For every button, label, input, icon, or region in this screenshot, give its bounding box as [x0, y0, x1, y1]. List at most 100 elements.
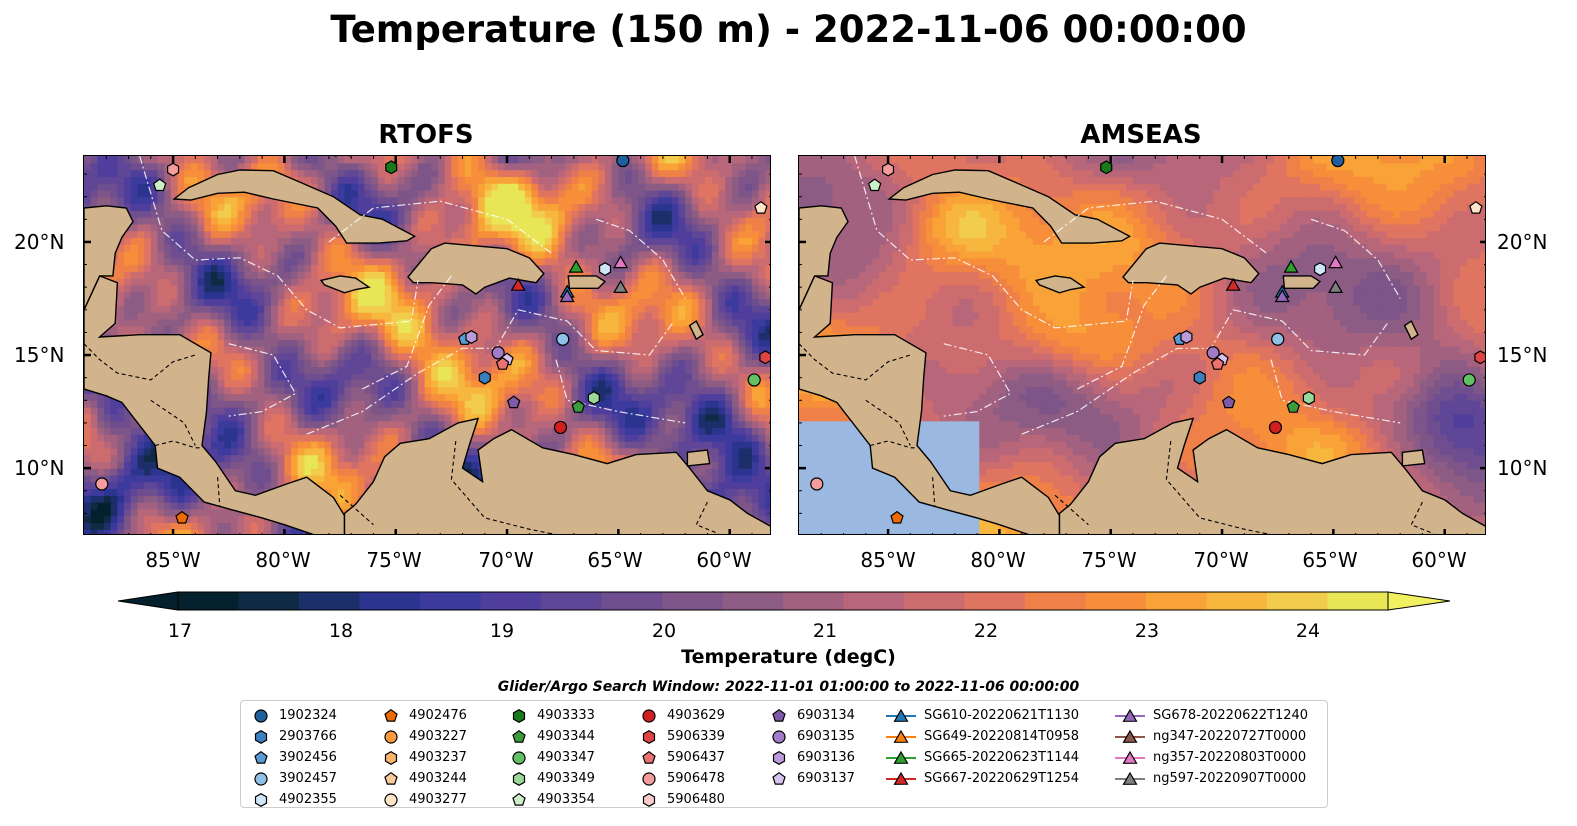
- legend-item: 4903277: [381, 789, 467, 810]
- amseas-country-border: [865, 399, 911, 446]
- legend-column: SG678-20220622T1240 ng347-20220727T0000 ng…: [1115, 705, 1308, 789]
- legend-marker-icon: [642, 729, 656, 744]
- lon-label-80-rtofs: 80°W: [255, 548, 311, 572]
- legend-marker-icon: [384, 771, 398, 785]
- colorbar-segment: [964, 592, 1026, 610]
- amseas-platform-marker: [1193, 370, 1206, 385]
- rtofs-platform-marker: [613, 280, 629, 293]
- colorbar-segment: [359, 592, 421, 610]
- legend-marker-icon: [384, 750, 398, 765]
- legend-marker-icon: [772, 771, 786, 785]
- legend: 1902324 2903766 3902456 3902457 4902355 49024…: [240, 700, 1328, 808]
- rtofs-eez-boundary: [139, 156, 278, 277]
- legend-item-label: 6903135: [797, 729, 855, 744]
- rtofs-map[interactable]: [83, 155, 771, 535]
- legend-item: 4903344: [509, 726, 595, 747]
- rtofs-land-lesser-antilles: [688, 320, 704, 341]
- legend-item-label: SG610-20220621T1130: [924, 708, 1080, 723]
- legend-marker-icon: [772, 708, 786, 722]
- lon-label-85-rtofs: 85°W: [145, 548, 201, 572]
- amseas-platform-marker: [867, 178, 882, 192]
- legend-marker-shape: [893, 750, 909, 764]
- rtofs-eez-boundary: [555, 359, 686, 424]
- legend-marker-icon: [1115, 708, 1145, 722]
- colorbar-segment: [1206, 592, 1268, 610]
- amseas-eez-boundary: [1021, 309, 1234, 435]
- rtofs-platform-marker: [175, 510, 189, 524]
- rtofs-land-puerto-rico: [567, 275, 607, 290]
- legend-column: 1902324 2903766 3902456 3902457 4902355: [251, 705, 337, 810]
- legend-item-label: 4903354: [537, 792, 595, 807]
- amseas-platform-marker: [810, 477, 824, 491]
- legend-item: ng597-20220907T0000: [1115, 768, 1308, 789]
- amseas-land-cuba: [887, 169, 1132, 244]
- legend-item: 1902324: [251, 705, 337, 726]
- legend-item-label: 4903629: [667, 708, 725, 723]
- legend-marker-icon: [642, 750, 656, 764]
- legend-marker-icon: [254, 792, 268, 807]
- legend-item: 5906478: [639, 768, 725, 789]
- legend-marker-shape: [772, 771, 786, 785]
- legend-marker-shape: [893, 729, 909, 743]
- legend-marker-icon: [642, 771, 656, 786]
- amseas-map[interactable]: [798, 155, 1486, 535]
- legend-item-label: 4903237: [409, 750, 467, 765]
- legend-item-label: 6903134: [797, 708, 855, 723]
- colorbar-segment: [1025, 592, 1086, 610]
- colorbar-segment: [722, 592, 784, 610]
- legend-item-label: 4902355: [279, 792, 337, 807]
- colorbar-segment: [601, 592, 663, 610]
- legend-item: SG678-20220622T1240: [1115, 705, 1308, 726]
- amseas-platform-marker: [1469, 200, 1483, 214]
- legend-marker-shape: [772, 729, 786, 744]
- amseas-country-border: [1054, 494, 1089, 526]
- colorbar-min-extension: [117, 591, 179, 611]
- legend-item: 4903354: [509, 789, 595, 810]
- rtofs-land-central-america: [84, 275, 346, 534]
- legend-item-label: SG649-20220814T0958: [924, 729, 1080, 744]
- legend-marker-shape: [1122, 750, 1138, 764]
- rtofs-platform-marker: [95, 477, 109, 491]
- colorbar-label: Temperature (degC): [681, 646, 896, 668]
- legend-marker-icon: [772, 729, 786, 744]
- legend-marker-shape: [1122, 708, 1138, 722]
- legend-marker-shape: [512, 771, 526, 786]
- amseas-eez-boundary: [1233, 309, 1390, 356]
- legend-marker-icon: [886, 708, 916, 722]
- rtofs-country-border: [217, 477, 221, 507]
- lat-label-15-left: 15°N: [14, 343, 65, 367]
- legend-marker-icon: [512, 771, 526, 786]
- amseas-land-trinidad: [1401, 449, 1426, 467]
- legend-item-label: 4903244: [409, 771, 467, 786]
- lat-label-15-right: 15°N: [1497, 343, 1548, 367]
- amseas-land-yucatan: [799, 205, 849, 311]
- legend-item: 4903349: [509, 768, 595, 789]
- legend-item: 4903333: [509, 705, 595, 726]
- amseas-eez-boundary: [1270, 359, 1401, 424]
- legend-item-label: 6903136: [797, 750, 855, 765]
- legend-item-label: 2903766: [279, 729, 337, 744]
- amseas-eez-boundary: [1077, 275, 1167, 390]
- rtofs-eez-boundary: [518, 309, 675, 356]
- rtofs-eez-boundary: [362, 275, 452, 390]
- colorbar-segment: [1267, 592, 1328, 610]
- amseas-eez-boundary: [854, 156, 993, 277]
- legend-marker-icon: [886, 729, 916, 743]
- amseas-eez-boundary: [943, 343, 1012, 417]
- legend-marker-icon: [772, 750, 786, 765]
- legend-marker-icon: [886, 750, 916, 764]
- amseas-platform-marker: [1283, 259, 1299, 273]
- legend-marker-icon: [254, 750, 268, 764]
- colorbar-tick-18: 18: [328, 620, 354, 642]
- amseas-platform-marker: [1462, 373, 1476, 387]
- colorbar-segment: [662, 592, 723, 610]
- legend-marker-icon: [886, 771, 916, 785]
- amseas-eez-boundary: [1043, 200, 1267, 254]
- legend-marker-shape: [1122, 729, 1138, 743]
- amseas-platform-marker: [1331, 156, 1345, 168]
- lon-label-75-amseas: 75°W: [1081, 548, 1137, 572]
- legend-marker-shape: [254, 792, 268, 807]
- legend-item: 4903347: [509, 747, 595, 768]
- amseas-land-lesser-antilles: [1403, 320, 1419, 341]
- amseas-eez-boundary: [1310, 218, 1401, 299]
